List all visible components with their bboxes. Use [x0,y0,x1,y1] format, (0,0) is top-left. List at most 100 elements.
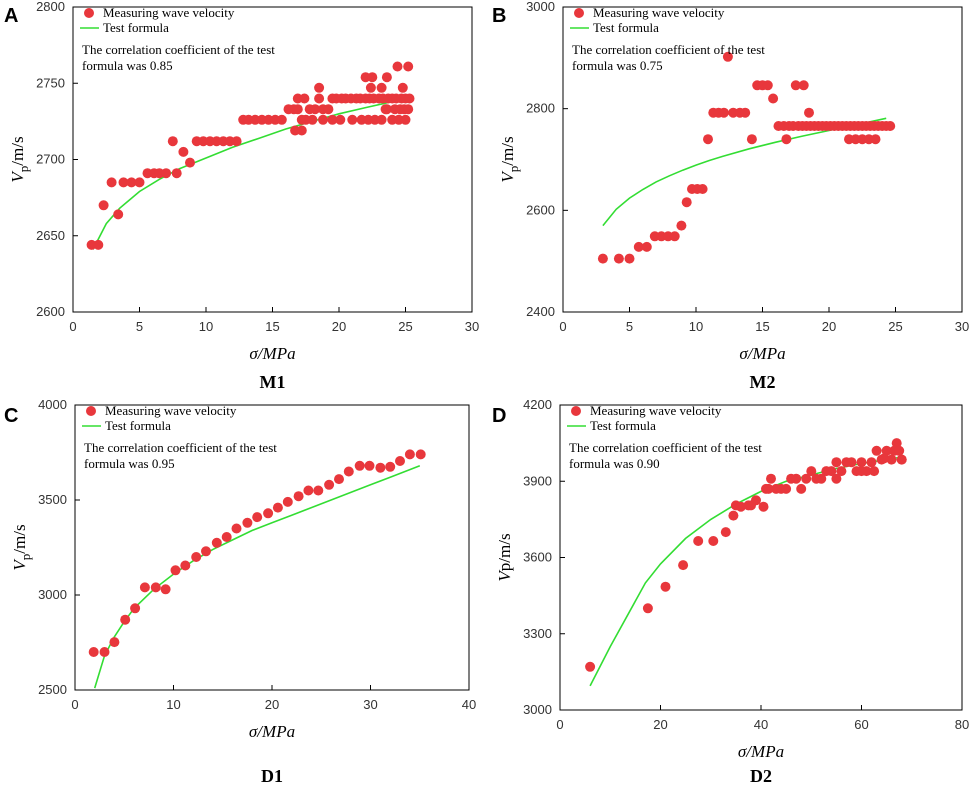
data-point [697,184,708,194]
x-tick-label: 0 [559,319,566,334]
y-axis-label: Vp/m/s [495,533,514,581]
data-point [746,500,756,511]
y-tick-label: 2650 [36,228,65,243]
x-tick-label: 30 [955,319,969,334]
data-point [282,496,293,507]
data-point [161,168,172,179]
data-point [660,581,671,592]
data-point [762,80,773,91]
data-point [276,114,287,125]
x-tick-label: 20 [822,319,836,334]
x-axis-label: σ/MPa [249,344,295,363]
y-axis-label-symbol: V [498,170,517,183]
correlation-note-line-2: formula was 0.85 [82,58,173,73]
data-point [109,637,120,648]
y-axis-label: Vp/m/s [10,524,33,570]
data-point [171,168,182,179]
data-point [766,473,776,484]
data-point [88,647,99,657]
data-point [870,134,881,145]
data-point [821,466,832,477]
y-tick-label: 2800 [36,0,65,14]
data-point [334,474,344,485]
data-point [318,114,328,125]
data-point [380,104,391,115]
y-axis-label-unit: /m/s [10,524,29,553]
chart-panel-D: D 0 20 40 60 80 3000 3300 3600 3900 4200 σ/MPa Vp/m/… [492,397,969,786]
data-point [385,461,396,472]
data-point [347,114,358,125]
data-point [781,483,792,494]
x-axis-label: σ/MPa [738,742,784,761]
data-point [624,253,635,264]
correlation-note-line-2: formula was 0.90 [569,456,660,471]
y-axis-label-unit: /m/s [8,136,27,165]
x-tick-label: 40 [462,697,476,712]
data-point [891,438,902,449]
x-tick-label: 20 [265,697,279,712]
y-axis-label-symbol: V [10,558,29,571]
data-point [314,93,325,104]
data-point [798,80,809,91]
data-point [376,114,387,125]
data-point [693,536,704,546]
data-point [708,536,719,546]
panel-caption: M2 [750,372,776,392]
data-point [790,80,801,91]
y-tick-label: 2800 [526,101,555,116]
data-point [211,537,222,548]
data-point [191,552,202,562]
data-point [896,454,907,465]
data-point [130,603,141,614]
data-point [335,114,346,125]
y-tick-label: 2700 [36,152,65,167]
data-point [99,647,110,657]
data-point [313,485,324,496]
x-tick-label: 20 [332,319,346,334]
data-point [367,72,378,83]
test-formula-line [602,117,887,227]
data-point [703,134,713,145]
data-point [771,483,782,494]
data-point [395,456,405,466]
correlation-note-line-1: The correlation coefficient of the test [82,42,275,57]
correlation-note-line-2: formula was 0.95 [84,456,175,471]
x-tick-label: 15 [265,319,279,334]
data-point [160,584,171,595]
data-point [881,445,892,456]
y-tick-label: 3500 [38,492,67,507]
data-point [381,72,392,83]
x-axis-label: σ/MPa [249,722,295,741]
x-tick-label: 10 [166,697,180,712]
x-tick-label: 30 [465,319,479,334]
y-tick-label: 2400 [526,304,555,319]
x-tick-label: 60 [854,717,868,732]
data-point [585,661,596,672]
data-point [801,473,812,484]
data-point [866,457,877,468]
panel-letter: D [492,405,506,427]
data-point [669,231,680,242]
data-point [327,114,338,125]
data-point [403,104,414,115]
data-point [885,121,896,131]
data-point [642,603,653,614]
y-axis-label-symbol: V [8,170,27,183]
chart-panel-C: C 0 10 20 30 40 2500 3000 3500 4000 σ/MPa Vp/m/s Mea… [4,397,476,786]
legend-label-points: Measuring wave velocity [103,5,235,20]
chart-panel-A: A 0 5 10 15 20 25 30 2600 2650 2700 2750 2800 σ/MPa Vp… [4,0,479,392]
correlation-note-line-1: The correlation coefficient of the test [569,440,762,455]
data-point [676,220,687,231]
data-point [641,241,652,252]
data-point [758,501,769,512]
data-point [323,104,334,115]
data-point [678,560,689,571]
legend-label-line: Test formula [590,418,656,433]
data-point [120,614,131,625]
data-point [397,82,408,93]
chart-panel-B: B 0 5 10 15 20 25 30 2400 2600 2800 3000 σ/MPa Vp/m/s… [492,0,969,392]
data-point [113,209,124,220]
data-point [185,157,195,168]
y-axis-label: Vp/m/s [8,136,31,182]
